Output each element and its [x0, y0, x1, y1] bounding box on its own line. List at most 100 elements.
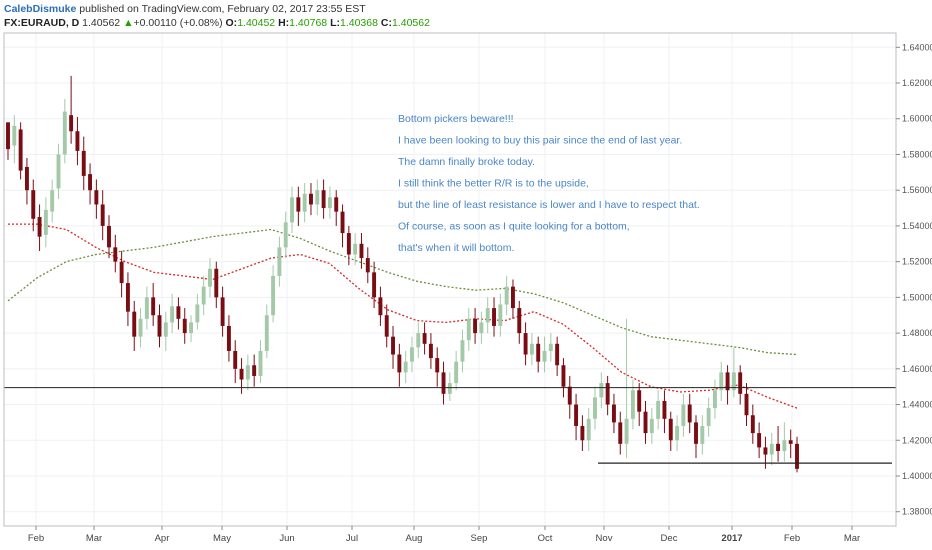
candle-body: [750, 415, 755, 434]
candle-body: [233, 350, 238, 369]
candle-body: [69, 115, 74, 132]
candle-body: [290, 197, 294, 223]
high-label: H:: [278, 17, 290, 29]
candle-body: [201, 286, 206, 305]
candle-body: [75, 131, 80, 151]
candle-body: [271, 275, 276, 316]
change-arrow-icon: ▲: [123, 17, 134, 29]
candle-body: [731, 372, 736, 391]
annotation-line: that's when it will bottom.: [398, 242, 514, 254]
annotation-line: I still think the better R/R is to the u…: [398, 178, 589, 190]
candle-body: [757, 433, 762, 448]
candle-body: [12, 125, 17, 146]
candle-body: [788, 440, 793, 444]
low-label: L:: [330, 17, 340, 29]
candle-body: [346, 233, 351, 255]
candle-body: [125, 283, 130, 312]
y-tick-label: 1.44000: [902, 400, 932, 410]
candle-body: [245, 365, 250, 380]
chart-grid: [4, 33, 896, 526]
x-tick-label: Jul: [346, 533, 358, 544]
y-tick-label: 1.46000: [902, 364, 932, 374]
candle-body: [599, 383, 604, 398]
annotation-line: The damn finally broke today.: [398, 156, 535, 168]
y-tick-label: 1.58000: [902, 149, 932, 159]
candle-body: [542, 350, 547, 362]
chart-header: CalebDismuke published on TradingView.co…: [0, 0, 932, 30]
candle-body: [214, 268, 219, 298]
candle-body: [208, 268, 212, 287]
candle-body: [725, 372, 730, 391]
y-tick-label: 1.54000: [902, 221, 932, 231]
candle-body: [132, 311, 137, 337]
candle-body: [706, 408, 711, 426]
candle-body: [523, 333, 528, 355]
candle-body: [460, 340, 465, 362]
candle-body: [258, 350, 263, 376]
ma-long-layer: [7, 228, 798, 356]
candle-body: [309, 193, 313, 205]
candle-body: [384, 315, 389, 337]
x-tick-label: Mar: [86, 533, 102, 544]
candle-body: [605, 383, 610, 405]
y-tick-label: 1.52000: [902, 257, 932, 267]
candle-body: [649, 418, 654, 434]
candle-body: [536, 343, 541, 362]
candle-body: [435, 358, 440, 373]
x-tick-label: Apr: [155, 533, 170, 544]
candle-body: [56, 154, 61, 189]
candle-body: [340, 211, 345, 234]
candle-body: [504, 286, 509, 305]
candle-body: [567, 386, 572, 405]
annotation-line: I have been looking to buy this pair sin…: [398, 135, 682, 147]
axes-layer: 1.64000 1.62000 1.60000 1.58000 1.56000 1.540…: [3, 32, 932, 544]
candle-body: [334, 197, 339, 212]
candle-body: [447, 383, 452, 394]
candle-body: [782, 440, 787, 451]
candle-body: [555, 343, 560, 366]
y-tick-label: 1.62000: [902, 78, 932, 88]
candle-body: [529, 343, 534, 355]
candle-body: [479, 322, 484, 334]
candle-body: [637, 390, 642, 412]
high-value: 1.40768: [289, 17, 328, 29]
candles-layer: [6, 75, 799, 473]
candle-body: [422, 333, 427, 344]
candle-body: [163, 322, 168, 337]
ma-long-line: [7, 228, 798, 356]
low-value: 1.40368: [339, 17, 378, 29]
candle-body: [668, 418, 673, 441]
candle-body: [586, 418, 591, 441]
y-tick-label: 1.50000: [902, 292, 932, 302]
ma-short-layer: [8, 223, 798, 409]
candle-body: [687, 404, 692, 423]
author-link[interactable]: CalebDismuke: [4, 3, 77, 15]
candle-body: [24, 166, 29, 191]
candle-body: [517, 308, 522, 334]
candle-body: [94, 190, 99, 205]
y-tick-label: 1.60000: [902, 114, 932, 124]
candle-body: [119, 261, 124, 284]
candle-body: [43, 209, 48, 235]
candle-body: [738, 372, 743, 394]
open-value: 1.40452: [237, 17, 276, 29]
candle-body: [397, 354, 402, 373]
candle-body: [694, 422, 698, 444]
plot-frame: [3, 32, 897, 527]
candle-body: [6, 122, 10, 150]
candle-body: [548, 343, 553, 351]
annotation-line: Of course, as soon as I quite looking fo…: [398, 221, 630, 233]
annotation-text: Bottom pickers beware!!! I have been look…: [398, 113, 700, 254]
candle-body: [624, 418, 629, 444]
candle-body: [744, 393, 749, 416]
y-tick-label: 1.40000: [902, 471, 932, 481]
candle-body: [593, 397, 597, 419]
candle-body: [428, 343, 433, 359]
candle-body: [182, 318, 187, 334]
candle-body: [643, 411, 648, 434]
candle-body: [719, 372, 724, 391]
candle-body: [662, 400, 667, 419]
candle-body: [378, 297, 383, 316]
candle-body: [107, 225, 111, 248]
